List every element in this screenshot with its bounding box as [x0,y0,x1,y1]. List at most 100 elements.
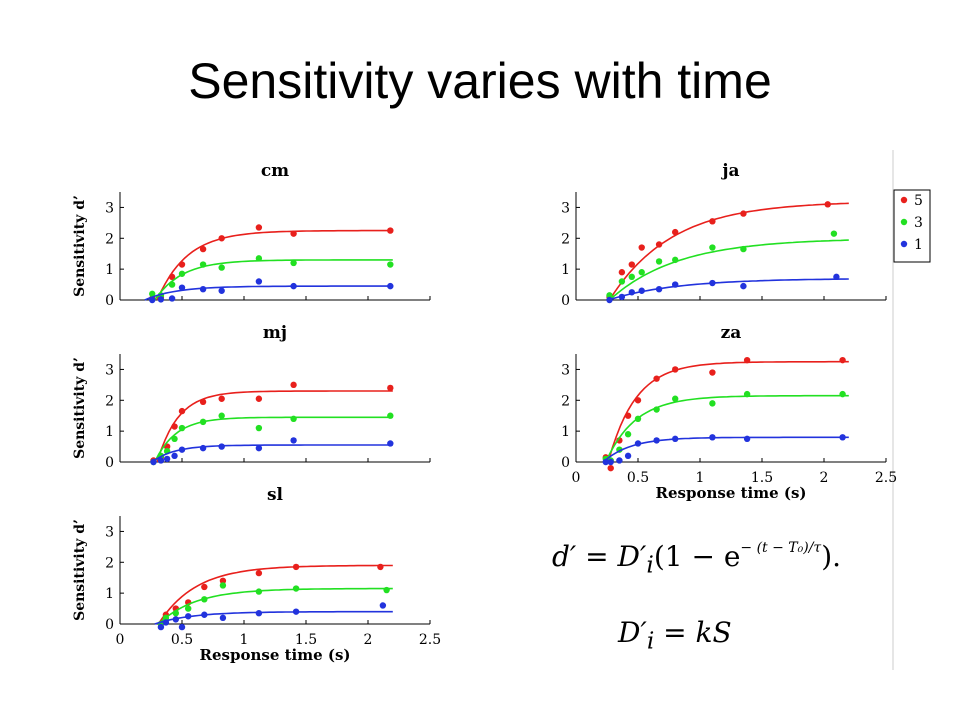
x-axis-label: Response time (s) [200,646,351,664]
y-tick-label: 1 [561,424,570,440]
data-point-series-1 [628,289,635,296]
data-point-series-5 [290,230,297,237]
data-point-series-1 [624,452,632,460]
data-point-series-5 [168,273,176,281]
data-point-series-1 [178,623,186,631]
data-point-series-1 [163,455,171,463]
y-tick-label: 2 [105,393,114,409]
data-point-series-3 [653,406,660,413]
fit-curve-series-5 [608,202,849,301]
data-point-series-1 [387,440,394,447]
data-point-series-3 [387,261,394,268]
panel-title: mj [263,323,287,343]
data-point-series-3 [178,424,186,432]
eq2-rhs: = kS [654,616,732,649]
data-point-series-5 [218,395,225,402]
fit-curve-series-1 [144,285,393,301]
fit-curve-series-3 [605,394,849,463]
data-point-series-1 [379,602,387,609]
data-point-series-3 [168,281,176,288]
data-point-series-1 [709,434,716,441]
data-point-series-3 [740,245,747,253]
data-point-series-5 [638,244,645,251]
y-tick-label: 0 [105,617,114,633]
data-point-series-3 [292,585,300,592]
data-point-series-3 [624,431,632,438]
data-point-series-3 [199,261,207,268]
data-point-series-3 [185,605,192,612]
data-point-series-1 [387,282,394,290]
fit-curve-series-3 [608,239,849,301]
data-point-series-1 [616,457,623,464]
fit-curve-series-1 [154,610,393,625]
panel-cm: 0 1 2 3 cm Sensitivity d’ [72,161,431,309]
x-tick-label: 1.5 [295,632,317,648]
data-point-series-5 [653,375,660,382]
data-point-series-5 [199,245,207,253]
panel-title: za [721,323,742,343]
data-point-series-1 [607,458,614,466]
panel-mj: 0 1 2 3 mj Sensitivity d’ [72,323,431,471]
data-point-series-1 [162,619,170,626]
eq1-end: ). [821,540,842,573]
data-point-series-5 [634,397,642,404]
data-point-series-5 [178,407,186,415]
legend-marker-5 [900,196,908,204]
y-axis-label: Sensitivity d’ [72,195,88,297]
x-tick-label: 0.5 [171,632,193,648]
y-tick-label: 3 [105,362,114,378]
data-point-series-5 [743,356,751,364]
data-point-series-1 [255,610,263,617]
data-point-series-5 [290,381,297,389]
data-point-series-3 [383,586,390,594]
legend-label-1: 1 [914,237,923,253]
data-point-series-1 [201,611,208,618]
x-tick-label: 1.5 [751,470,773,486]
data-point-series-5 [387,384,394,392]
data-point-series-5 [171,423,178,430]
eq1-lhs: d′ = D′ [552,540,647,573]
data-point-series-1 [709,279,716,287]
data-point-series-5 [672,228,679,236]
data-point-series-1 [653,437,660,444]
data-point-series-3 [672,256,679,264]
legend-marker-3 [900,218,908,226]
data-point-series-5 [655,241,663,248]
fit-curve-series-3 [154,259,393,301]
data-point-series-1 [672,435,679,443]
data-point-series-1 [290,282,297,290]
data-point-series-1 [638,287,645,294]
data-point-series-5 [219,577,227,584]
equation-asymptote: D′i = kS [618,616,732,655]
y-tick-label: 1 [105,586,114,602]
x-axis-label: Response time (s) [656,484,807,502]
data-point-series-3 [672,395,679,402]
y-axis-label: Sensitivity d’ [72,357,88,459]
data-point-series-1 [606,296,613,304]
data-point-series-5 [201,583,208,591]
data-point-series-5 [255,395,263,402]
data-point-series-1 [602,458,609,466]
data-point-series-3 [618,278,626,285]
data-point-series-1 [255,444,263,452]
y-axis-label: Sensitivity d’ [72,519,88,621]
y-tick-label: 3 [561,200,570,216]
panel-za: 0 1 2 3 0 0.5 1 1.5 2 2.5 za Response time (s) [561,323,897,502]
y-tick-label: 2 [561,393,570,409]
data-point-series-1 [178,284,186,291]
fit-curve-series-5 [607,360,849,463]
data-point-series-1 [292,608,300,615]
fit-curve-series-3 [157,587,393,625]
data-point-series-5 [740,210,747,217]
legend-label-3: 3 [914,215,923,231]
data-point-series-3 [162,614,170,622]
fit-curve-series-5 [156,229,393,301]
data-point-series-1 [655,286,663,293]
y-tick-label: 2 [105,555,114,571]
data-point-series-1 [150,458,157,466]
data-point-series-1 [171,452,178,460]
eq1-mid: (1 − e [653,540,741,573]
data-point-series-3 [255,424,263,432]
eq2-sub: i [646,626,655,655]
fit-curve-series-5 [156,390,393,463]
